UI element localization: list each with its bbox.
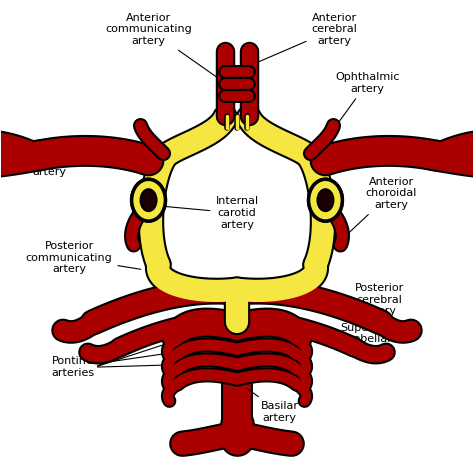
Text: Middle
cerebral
artery: Middle cerebral artery [12,144,72,177]
Ellipse shape [309,179,342,221]
Ellipse shape [132,179,165,221]
Ellipse shape [141,189,156,211]
Ellipse shape [132,179,165,221]
Ellipse shape [141,189,156,211]
Text: Pontine
arteries: Pontine arteries [52,350,192,378]
Text: Ophthalmic
artery: Ophthalmic artery [332,72,400,131]
Ellipse shape [309,179,342,221]
Text: Superior
cerebellar
artery: Superior cerebellar artery [336,323,392,356]
Text: Posterior
communicating
artery: Posterior communicating artery [26,241,141,274]
Ellipse shape [318,189,333,211]
Text: Basilar
artery: Basilar artery [247,389,299,423]
Text: Internal
carotid
artery: Internal carotid artery [153,196,258,230]
Text: Anterior
cerebral
artery: Anterior cerebral artery [252,12,357,65]
Text: Anterior
communicating
artery: Anterior communicating artery [105,12,230,86]
Text: Posterior
cerebral
artery: Posterior cerebral artery [355,283,404,322]
Ellipse shape [318,189,333,211]
Text: Anterior
choroidal
artery: Anterior choroidal artery [346,177,417,236]
